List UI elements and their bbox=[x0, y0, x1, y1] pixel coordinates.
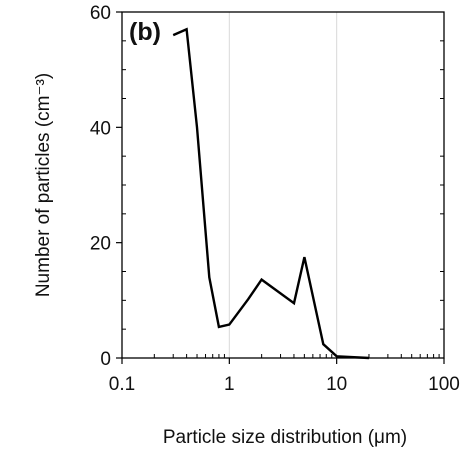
series-line bbox=[172, 27, 370, 360]
y-tick-label: 0 bbox=[100, 349, 111, 370]
minor-ticks bbox=[122, 40, 444, 358]
panel-label: (b) bbox=[129, 18, 161, 46]
y-tick-label: 60 bbox=[90, 3, 111, 24]
ticks: 0.1 1 10 100 0 20 40 60 bbox=[90, 3, 460, 395]
grid bbox=[228, 12, 338, 358]
x-tick-label: 100 bbox=[428, 374, 460, 395]
y-tick-label: 20 bbox=[90, 234, 111, 255]
plot-frame bbox=[121, 11, 445, 359]
y-axis-title: Number of particles (cm⁻³) bbox=[33, 73, 54, 297]
series-layer bbox=[172, 27, 370, 360]
x-tick-label: 10 bbox=[326, 374, 347, 395]
x-tick-label: 0.1 bbox=[109, 374, 135, 395]
x-axis-title: Particle size distribution (μm) bbox=[163, 427, 407, 448]
y-tick-label: 40 bbox=[90, 118, 111, 139]
x-tick-label: 1 bbox=[224, 374, 235, 395]
